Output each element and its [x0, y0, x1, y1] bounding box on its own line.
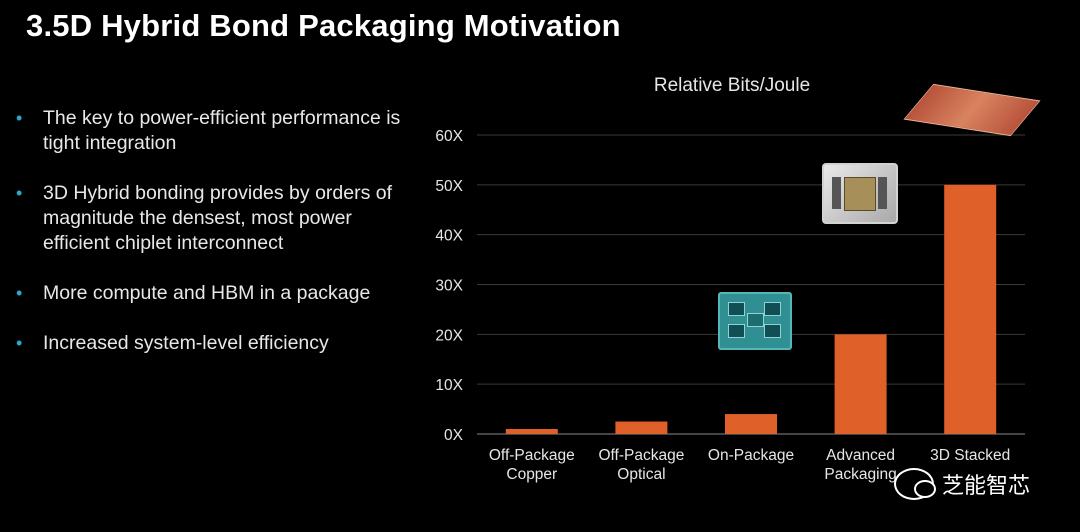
y-tick-label: 60X: [435, 128, 463, 145]
bullet-item: • 3D Hybrid bonding provides by orders of…: [16, 181, 416, 256]
bar: [834, 334, 887, 434]
x-tick-label: Optical: [617, 466, 665, 483]
chart-title: Relative Bits/Joule: [654, 75, 810, 96]
bar: [505, 429, 558, 434]
y-tick-label: 10X: [435, 377, 463, 394]
x-tick-label: On-Package: [708, 447, 794, 464]
bullet-item: • More compute and HBM in a package: [16, 281, 416, 306]
on-package-chip-icon: [718, 292, 792, 350]
y-tick-label: 50X: [435, 178, 463, 195]
bullet-text: Increased system-level efficiency: [43, 332, 329, 354]
slide-title: 3.5D Hybrid Bond Packaging Motivation: [26, 8, 621, 43]
x-tick-label: Copper: [506, 466, 557, 483]
bar: [615, 421, 668, 434]
watermark-text: 芝能智芯: [942, 474, 1031, 499]
watermark: 芝能智芯: [894, 468, 1030, 500]
bullet-dot-icon: •: [16, 108, 23, 128]
x-tick-label: Packaging: [824, 466, 896, 483]
bar: [944, 184, 997, 434]
x-tick-label: 3D Stacked: [930, 447, 1010, 464]
bullet-list: • The key to power-efficient performance …: [16, 106, 416, 381]
bar: [725, 414, 777, 434]
bullet-dot-icon: •: [16, 283, 23, 303]
bullet-text: 3D Hybrid bonding provides by orders of …: [43, 182, 393, 254]
bullet-text: More compute and HBM in a package: [43, 282, 371, 304]
y-tick-label: 0X: [444, 427, 464, 444]
bullet-item: • Increased system-level efficiency: [16, 331, 416, 356]
y-tick-label: 30X: [435, 278, 463, 295]
x-tick-label: Off-Package: [598, 447, 684, 464]
wechat-icon: [894, 468, 936, 500]
y-tick-label: 40X: [435, 228, 463, 245]
x-tick-label: Off-Package: [489, 447, 575, 464]
bullet-text: The key to power-efficient performance i…: [43, 107, 401, 154]
bullet-dot-icon: •: [16, 183, 23, 203]
y-tick-label: 20X: [435, 327, 463, 344]
bullet-dot-icon: •: [16, 333, 23, 353]
x-tick-label: Advanced: [826, 447, 895, 464]
bullet-item: • The key to power-efficient performance …: [16, 106, 416, 156]
advanced-package-chip-icon: [822, 163, 898, 224]
